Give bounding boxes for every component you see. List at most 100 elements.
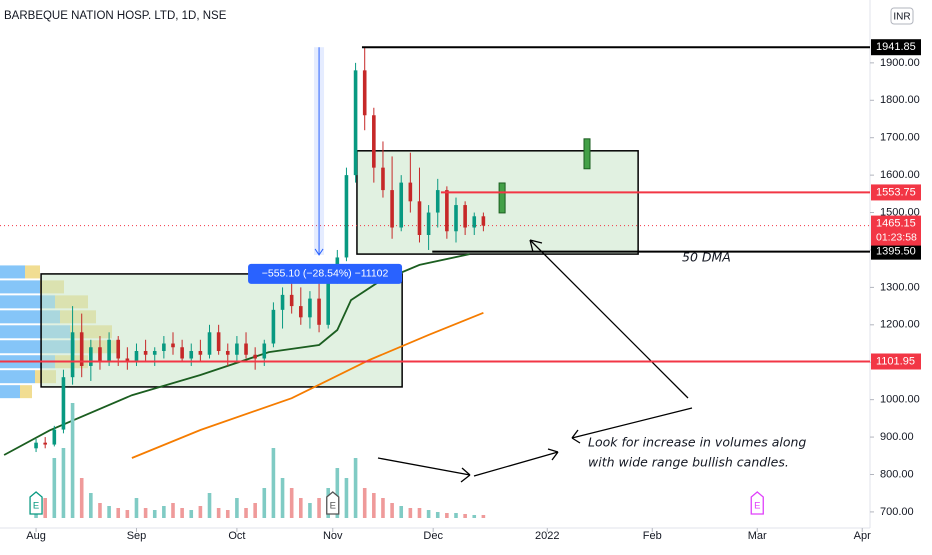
y-tick-label: 1500.00 — [880, 206, 920, 218]
volume-bar — [271, 448, 276, 518]
volume-profile-bar — [20, 385, 32, 399]
candle-body — [180, 347, 184, 359]
volume-bar — [381, 498, 385, 518]
candle-body — [152, 351, 157, 355]
y-tick-label: 1700.00 — [880, 132, 920, 144]
x-tick-label: Mar — [748, 530, 767, 542]
candle-body — [79, 332, 84, 366]
candle-body — [189, 351, 194, 359]
volume-bar — [207, 493, 212, 518]
candle-body — [107, 339, 111, 363]
volume-bar — [98, 503, 102, 518]
volume-bar — [426, 510, 431, 518]
volume-bar — [198, 506, 203, 518]
candle-body — [61, 377, 66, 430]
volume-bar — [152, 510, 157, 518]
candle-body — [207, 332, 212, 355]
price-label: 1395.50 — [876, 246, 916, 258]
candle-body — [454, 205, 458, 232]
candle-body — [426, 212, 431, 235]
y-tick-label: 1200.00 — [880, 319, 920, 331]
countdown: 01:23:58 — [876, 231, 917, 243]
volume-bar — [280, 478, 285, 518]
note-line: Look for increase in volumes along — [588, 435, 806, 450]
chart-title: BARBEQUE NATION HOSP. LTD, 1D, NSE — [4, 10, 227, 22]
candle-body — [408, 182, 413, 202]
candle-body — [225, 351, 230, 355]
projection-candle — [498, 182, 506, 214]
price-label-box — [871, 215, 921, 246]
volume-bar — [89, 493, 93, 518]
volume-bar — [317, 498, 321, 518]
x-tick-label: Aug — [26, 530, 46, 542]
price-label-box — [871, 243, 921, 260]
candle-body — [326, 279, 330, 325]
volume-profile-bar — [0, 370, 35, 384]
candle-body — [317, 298, 321, 325]
candle-body — [198, 351, 203, 355]
volume-profile-bar — [25, 265, 40, 279]
y-tick-label: 1900.00 — [880, 57, 920, 69]
candle-body — [372, 115, 376, 168]
candle-body — [216, 332, 221, 352]
price-label: 1553.75 — [876, 186, 916, 198]
price-label: 1101.95 — [876, 355, 915, 367]
volume-bar — [472, 515, 477, 518]
volume-bar — [399, 506, 404, 518]
volume-bar — [344, 478, 349, 518]
volume-bar — [134, 498, 139, 518]
volume-bar — [299, 498, 303, 518]
volume-bar — [116, 508, 121, 518]
volume-bar — [171, 503, 175, 518]
x-tick-label: 2022 — [535, 530, 559, 542]
earnings-marker — [29, 491, 43, 515]
volume-bar — [289, 488, 294, 518]
dma-label: 50 DMA — [682, 250, 731, 265]
candle-body — [344, 175, 349, 258]
candle-body — [289, 294, 294, 307]
volume-profile-bar — [0, 265, 25, 279]
y-tick-label: 800.00 — [880, 468, 914, 480]
volume-profile-bar — [0, 280, 40, 294]
candle-body — [98, 347, 102, 363]
candle-body — [116, 339, 121, 359]
annotation-arrows — [377, 239, 693, 483]
y-tick-label: 700.00 — [880, 506, 914, 518]
x-tick-label: Nov — [323, 530, 343, 542]
volume-bar — [335, 468, 340, 518]
volume-bar — [435, 512, 440, 518]
volume-bar — [445, 513, 449, 518]
candle-body — [143, 351, 148, 355]
earnings-label: E — [33, 501, 39, 512]
candle-body — [353, 70, 358, 176]
candle-body — [244, 343, 248, 355]
candle-body — [171, 343, 175, 348]
volume-bar — [417, 508, 422, 518]
candle-body — [70, 332, 75, 378]
price-label: 1941.85 — [876, 41, 916, 53]
y-tick-label: 1000.00 — [880, 394, 920, 406]
earnings-marker — [326, 491, 340, 515]
volume-bar — [189, 510, 194, 518]
candle-body — [481, 216, 486, 226]
candle-body — [435, 190, 440, 213]
candle-body — [308, 298, 312, 318]
volume-bar — [180, 508, 184, 518]
volume-bar — [244, 508, 248, 518]
volume-bar — [125, 510, 130, 518]
volume-bar — [143, 508, 148, 518]
volume-bar — [253, 503, 257, 518]
earnings-label: E — [330, 501, 336, 512]
candle-body — [463, 205, 467, 228]
candle-body — [262, 343, 267, 359]
candle-body — [445, 190, 449, 232]
measure-label-box — [248, 263, 403, 284]
x-tick-label: Dec — [423, 530, 443, 542]
volume-bar — [362, 488, 367, 518]
x-tick-label: Apr — [854, 530, 871, 542]
x-tick-label: Feb — [643, 530, 662, 542]
volume-bar — [372, 493, 376, 518]
candle-body — [134, 351, 139, 363]
candle-body — [280, 294, 285, 310]
earnings-label: E — [754, 501, 760, 512]
